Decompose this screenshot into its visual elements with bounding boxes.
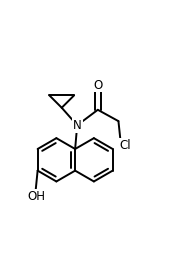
Text: O: O: [93, 78, 102, 92]
Text: Cl: Cl: [120, 139, 131, 152]
Text: OH: OH: [28, 190, 46, 203]
Text: N: N: [73, 119, 82, 132]
